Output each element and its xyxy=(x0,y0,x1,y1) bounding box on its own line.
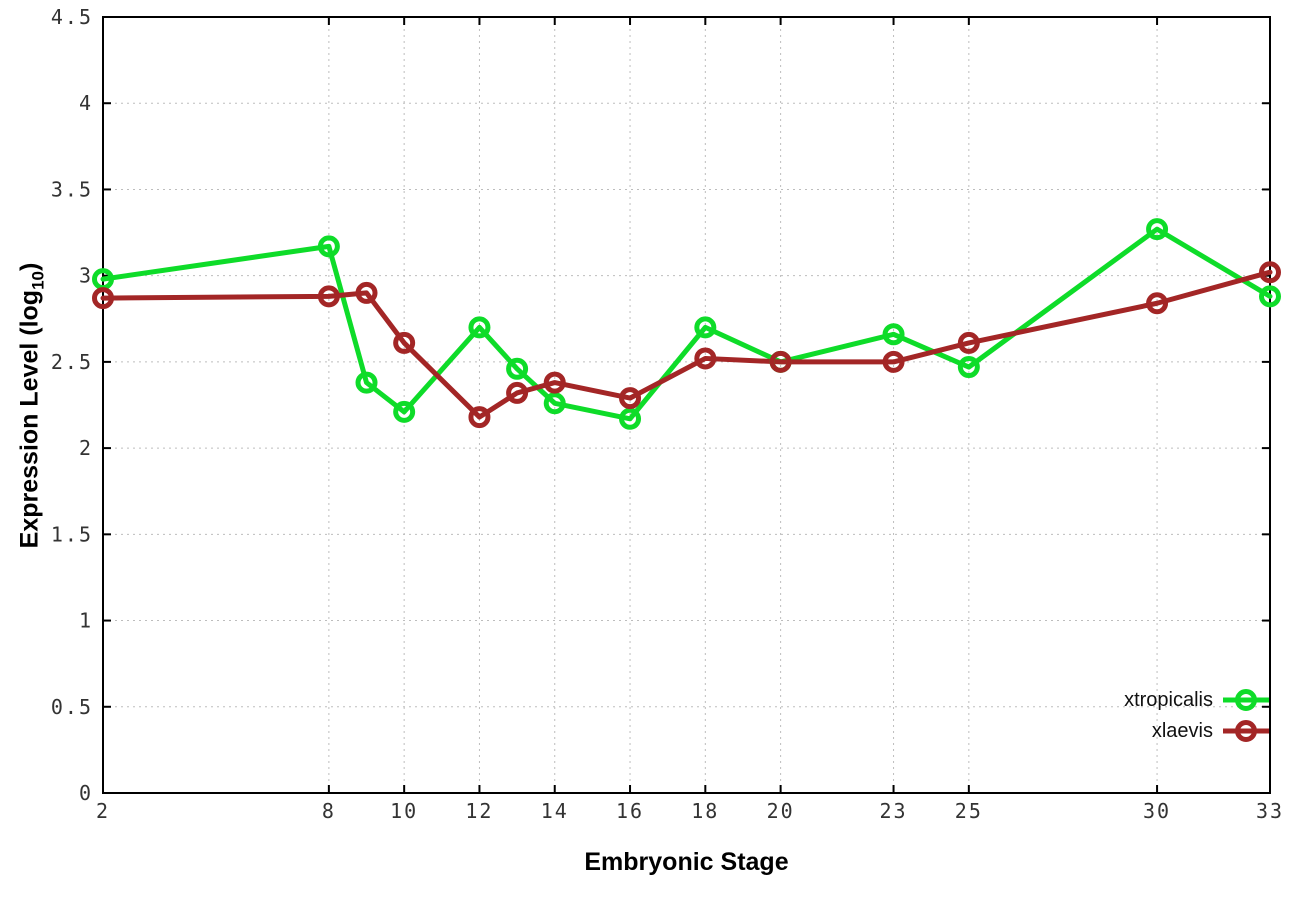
plot-border xyxy=(102,16,1271,794)
legend-sample-circle xyxy=(1235,720,1257,742)
x-tick-label: 2 xyxy=(96,799,110,823)
data-point-xtropicalis-9 xyxy=(355,371,378,394)
data-point-xlaevis-18 xyxy=(694,347,717,370)
data-point-xtropicalis-8 xyxy=(317,235,340,258)
x-tick-label: 33 xyxy=(1256,799,1284,823)
data-point-xtropicalis-25 xyxy=(957,356,980,379)
data-point-xlaevis-30 xyxy=(1146,292,1169,315)
legend-marker-xlaevis xyxy=(1223,720,1269,742)
y-tick-label: 4 xyxy=(79,91,93,115)
data-point-xlaevis-9 xyxy=(355,281,378,304)
y-tick-label: 3.5 xyxy=(51,177,93,201)
legend-sample-circle xyxy=(1235,689,1257,711)
legend-entry-xlaevis: xlaevis xyxy=(1152,717,1270,745)
y-tick-label: 3 xyxy=(79,264,93,288)
data-point-xlaevis-8 xyxy=(317,285,340,308)
y-tick-label: 4.5 xyxy=(51,5,93,29)
x-tick-label: 30 xyxy=(1143,799,1171,823)
x-tick-label: 18 xyxy=(691,799,719,823)
x-tick-label: 25 xyxy=(955,799,983,823)
data-point-xlaevis-2 xyxy=(92,287,114,310)
data-point-xtropicalis-30 xyxy=(1146,218,1169,241)
legend-marker-xtropicalis xyxy=(1223,689,1269,711)
y-axis-title-subscript: 10 xyxy=(28,270,48,290)
legend-label-xlaevis: xlaevis xyxy=(1151,720,1213,742)
y-axis-title-wrap: Expression Level (log10) xyxy=(6,17,58,793)
x-tick-label: 10 xyxy=(390,799,418,823)
y-tick-label: 2 xyxy=(79,436,93,460)
data-point-xlaevis-14 xyxy=(543,371,566,394)
x-tick-label: 8 xyxy=(322,799,336,823)
y-tick-label: 0.5 xyxy=(51,695,93,719)
x-axis-title: Embryonic Stage xyxy=(103,848,1270,877)
data-point-xtropicalis-23 xyxy=(882,323,905,346)
series-line-xlaevis xyxy=(100,269,1273,420)
x-tick-label: 14 xyxy=(541,799,569,823)
data-point-xtropicalis-10 xyxy=(393,400,416,423)
data-point-xlaevis-12 xyxy=(468,406,491,429)
data-point-xlaevis-16 xyxy=(619,387,642,410)
x-tick-label: 16 xyxy=(616,799,644,823)
y-axis-title-close: ) xyxy=(15,262,44,271)
y-axis-title: Expression Level (log10) xyxy=(16,262,49,548)
data-point-xlaevis-13 xyxy=(506,381,529,404)
legend-label-xtropicalis: xtropicalis xyxy=(1124,689,1213,711)
y-tick-label: 1 xyxy=(79,609,93,633)
data-point-xlaevis-23 xyxy=(882,350,905,373)
y-axis-title-text: Expression Level (log xyxy=(15,289,44,548)
data-point-xtropicalis-13 xyxy=(506,357,529,380)
x-tick-label: 12 xyxy=(465,799,493,823)
legend: xtropicalis xlaevis xyxy=(1124,686,1270,745)
data-point-xtropicalis-18 xyxy=(694,316,717,339)
y-tick-label: 2.5 xyxy=(51,350,93,374)
y-tick-label: 0 xyxy=(79,781,93,805)
data-point-xlaevis-25 xyxy=(957,331,980,354)
data-point-xtropicalis-33 xyxy=(1259,285,1281,308)
x-tick-label: 20 xyxy=(767,799,795,823)
data-point-xtropicalis-16 xyxy=(619,407,642,430)
data-point-xlaevis-20 xyxy=(769,350,792,373)
legend-entry-xtropicalis: xtropicalis xyxy=(1124,686,1270,714)
x-axis-title-text: Embryonic Stage xyxy=(584,848,789,876)
y-tick-label: 1.5 xyxy=(51,522,93,546)
x-tick-label: 23 xyxy=(880,799,908,823)
data-point-xlaevis-33 xyxy=(1259,261,1281,284)
data-point-xtropicalis-14 xyxy=(543,392,566,415)
data-point-xlaevis-10 xyxy=(393,331,416,354)
series-line-xtropicalis xyxy=(100,226,1273,422)
data-point-xtropicalis-12 xyxy=(468,316,491,339)
